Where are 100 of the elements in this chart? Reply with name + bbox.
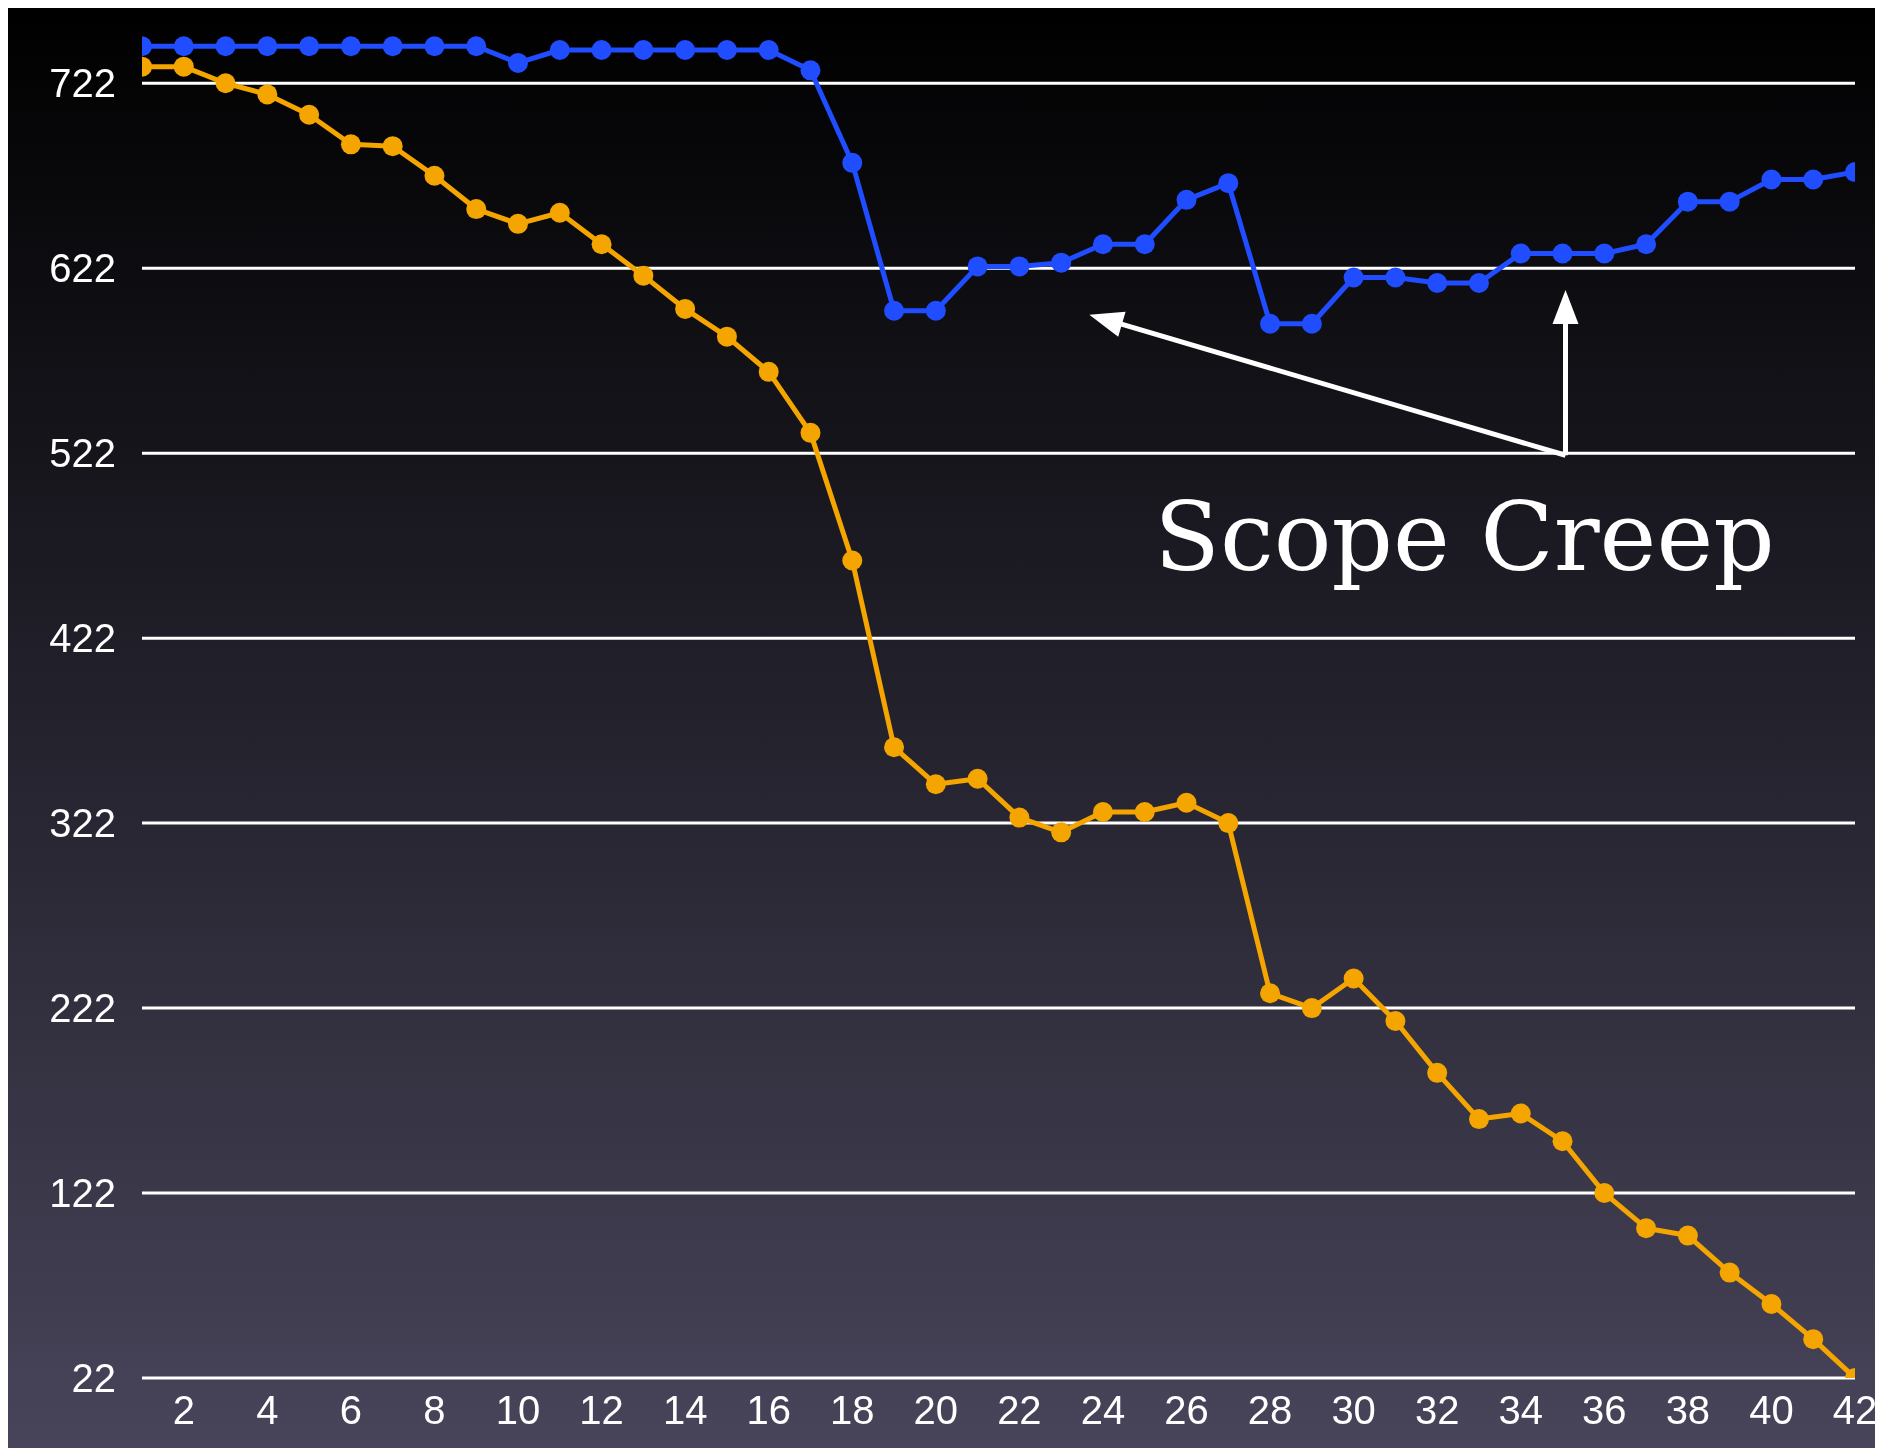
point — [1427, 1062, 1448, 1083]
point — [173, 56, 194, 77]
y-tick-label: 122 — [49, 1171, 116, 1216]
point — [1051, 822, 1072, 843]
y-tick-label: 222 — [49, 986, 116, 1031]
x-tick-label: 24 — [1080, 1388, 1126, 1433]
point — [257, 84, 278, 105]
point — [842, 550, 863, 571]
point — [1176, 792, 1197, 813]
point — [1134, 802, 1155, 823]
x-tick-label: 6 — [339, 1388, 363, 1433]
x-tick-label: 10 — [495, 1388, 541, 1433]
point — [1218, 173, 1239, 194]
point — [1719, 1262, 1740, 1283]
x-tick-label: 36 — [1582, 1388, 1627, 1433]
x-tick-label: 42 — [1832, 1388, 1878, 1433]
x-tick-label: 12 — [579, 1388, 624, 1433]
point — [1636, 1218, 1657, 1239]
point — [1343, 968, 1364, 989]
point — [716, 326, 737, 347]
point — [340, 36, 361, 57]
x-tick-label: 38 — [1665, 1388, 1711, 1433]
point — [1803, 1329, 1824, 1350]
x-tick-label: 22 — [997, 1388, 1042, 1433]
point — [758, 39, 779, 60]
point — [215, 36, 236, 57]
annotation: Scope Creep — [1154, 480, 1775, 593]
point — [1134, 234, 1155, 255]
point — [299, 36, 320, 57]
point — [1552, 1131, 1573, 1152]
point — [716, 39, 737, 60]
point — [1092, 802, 1113, 823]
point — [1092, 234, 1113, 255]
x-tick-label: 2 — [172, 1388, 195, 1433]
x-tick-label: 8 — [423, 1388, 446, 1433]
x-tick-label: 16 — [746, 1388, 791, 1433]
point — [1385, 267, 1406, 288]
point — [925, 300, 946, 321]
point — [549, 39, 570, 60]
x-tick-label: 20 — [913, 1388, 959, 1433]
point — [633, 265, 654, 286]
x-tick-label: 18 — [830, 1388, 875, 1433]
point — [1468, 273, 1489, 294]
point — [424, 165, 445, 186]
y-tick-label: 322 — [49, 801, 116, 846]
point — [1594, 1183, 1615, 1204]
point — [1301, 313, 1322, 334]
point — [466, 199, 487, 220]
point — [1636, 234, 1657, 255]
point — [215, 73, 236, 94]
point — [591, 39, 612, 60]
point — [967, 768, 988, 789]
y-tick-label: 722 — [49, 61, 116, 106]
x-tick-label: 40 — [1749, 1388, 1794, 1433]
point — [549, 202, 570, 223]
point — [1301, 998, 1322, 1019]
point — [173, 36, 194, 57]
point — [1468, 1109, 1489, 1130]
point — [800, 60, 821, 81]
point — [925, 774, 946, 795]
point — [1803, 169, 1824, 190]
point — [884, 300, 905, 321]
point — [1677, 191, 1698, 212]
point — [424, 36, 445, 57]
x-tick-label: 26 — [1164, 1388, 1209, 1433]
x-tick-label: 30 — [1331, 1388, 1376, 1433]
point — [382, 136, 403, 157]
point — [1218, 813, 1239, 834]
point — [1009, 807, 1030, 828]
x-tick-label: 28 — [1247, 1388, 1293, 1433]
point — [299, 104, 320, 125]
y-tick-label: 422 — [49, 616, 116, 661]
point — [1260, 983, 1281, 1004]
point — [508, 213, 529, 234]
point — [1594, 243, 1615, 264]
point — [633, 39, 654, 60]
point — [1260, 313, 1281, 334]
point — [508, 52, 529, 73]
y-tick-label: 522 — [49, 431, 116, 476]
y-tick-label: 622 — [49, 246, 116, 291]
point — [1761, 1294, 1782, 1315]
point — [340, 134, 361, 155]
point — [1343, 267, 1364, 288]
point — [884, 737, 905, 758]
point — [758, 361, 779, 382]
point — [1719, 191, 1740, 212]
point — [1051, 252, 1072, 273]
y-tick-label: 22 — [71, 1356, 116, 1401]
point — [1009, 256, 1030, 277]
point — [1510, 1103, 1531, 1124]
point — [675, 298, 696, 319]
point — [382, 36, 403, 57]
x-tick-label: 4 — [256, 1388, 279, 1433]
point — [842, 152, 863, 173]
point — [675, 39, 696, 60]
point — [1677, 1225, 1698, 1246]
point — [1761, 169, 1782, 190]
point — [466, 36, 487, 57]
point — [800, 422, 821, 443]
point — [1385, 1011, 1406, 1032]
